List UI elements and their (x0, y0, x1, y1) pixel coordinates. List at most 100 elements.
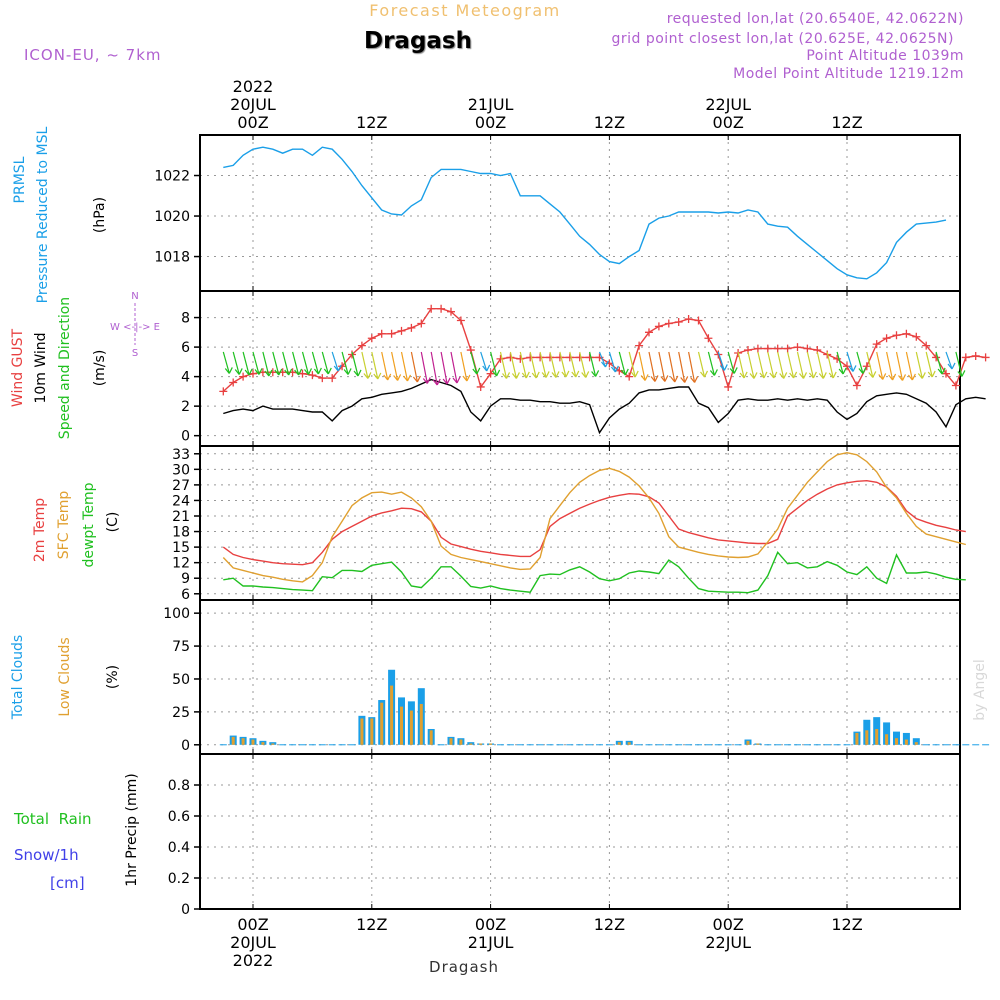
wind-arrow (836, 351, 847, 375)
wind-arrow (282, 351, 293, 376)
model-altitude: Model Point Altitude 1219.12m (733, 66, 964, 82)
gust-point (961, 353, 970, 362)
wind-arrow-shaft (688, 351, 696, 383)
wind-arrow-head (937, 367, 946, 375)
wind-arrow-shaft (371, 351, 379, 380)
credit-text: by Angel (972, 659, 988, 720)
wind-arrow-shaft (876, 351, 884, 380)
gust-point (496, 354, 505, 363)
wind-arrow-head (442, 377, 451, 385)
wind-arrow (301, 351, 313, 375)
bar-low-clouds (409, 710, 413, 745)
gust-point (852, 381, 861, 390)
bottom-axis-hour: 12Z (831, 915, 862, 934)
wind-arrow (391, 351, 402, 381)
wind-arrow (787, 351, 798, 379)
gust-point (476, 382, 485, 391)
wind-arrow-head (898, 374, 907, 381)
wind-arrow (688, 351, 699, 383)
wind-arrow (440, 351, 451, 385)
wind-arrow-head (719, 364, 728, 371)
bar-low-clouds (855, 732, 859, 745)
bottom-axis-hour: 00Z (475, 915, 506, 934)
y-tick-label: 15 (172, 540, 190, 556)
y-tick-label: 25 (172, 705, 190, 721)
bottom-axis-date: 20JUL (230, 933, 276, 952)
wind-arrow (311, 351, 322, 375)
gust-point (348, 350, 356, 359)
gust-point (724, 382, 733, 391)
gust-point (942, 369, 950, 378)
wind-arrow-head (403, 374, 412, 382)
wind-arrow-shaft (549, 351, 557, 378)
y-tick-label: 0.6 (168, 809, 190, 825)
wind-arrow-head (799, 372, 808, 379)
gust-point (338, 362, 347, 371)
top-axis-year: 2022 (233, 77, 274, 96)
gust-point (328, 374, 337, 383)
wind-arrow-head (383, 373, 392, 381)
series-line-wind-gust (222, 308, 986, 392)
gust-point (783, 344, 792, 353)
wind-arrow-shaft (935, 351, 943, 375)
gust-point (546, 353, 554, 362)
gust-point (575, 353, 584, 362)
gust-point (506, 353, 515, 362)
gust-point (714, 350, 723, 359)
series-line-2m-temp (222, 479, 966, 566)
wind-arrow-head (284, 368, 293, 376)
wind-arrow-head (729, 367, 738, 374)
wind-arrow-head (432, 378, 441, 386)
top-axis-hour: 12Z (831, 113, 862, 132)
bar-low-clouds (261, 742, 265, 745)
wind-arrow-shaft (826, 351, 834, 379)
y-tick-label: 1018 (154, 250, 190, 266)
pressure-label-prmsl: PRMSL (12, 156, 28, 203)
wind-dir-label: Speed and Direction (57, 297, 73, 439)
wind-arrow-shaft (499, 351, 508, 379)
wind-arrow-shaft (579, 351, 587, 378)
wind-arrow (351, 351, 362, 377)
wind-arrow (371, 351, 382, 380)
wind-arrow-shaft (301, 351, 310, 375)
gust-point (674, 318, 683, 326)
wind-arrow-shaft (232, 351, 240, 375)
wind-arrow (796, 351, 808, 379)
wind-arrow (331, 351, 342, 372)
wind-arrow (816, 351, 827, 379)
wind-arrow-head (462, 374, 471, 382)
wind-arrow (638, 351, 649, 381)
wind-arrow-shaft (450, 351, 458, 384)
wind-arrow-head (700, 370, 709, 378)
wind-arrow (876, 351, 887, 380)
wind-arrow-head (709, 369, 718, 376)
bar-low-clouds (231, 736, 235, 745)
y-tick-label: 4 (181, 370, 190, 386)
y-tick-label: 21 (172, 509, 190, 525)
wind-arrow-shaft (509, 351, 517, 379)
y-tick-label: 0 (181, 902, 190, 918)
wind-arrow-head (858, 367, 867, 374)
gust-point (793, 343, 802, 352)
wind-arrow-shaft (678, 351, 686, 383)
y-tick-label: 18 (172, 525, 190, 541)
wind-arrow (717, 351, 728, 371)
wind-arrow-head (828, 371, 837, 379)
wind-arrow-head (353, 369, 362, 377)
y-tick-label: 9 (181, 571, 190, 587)
gust-point (427, 304, 436, 313)
gust-point (872, 340, 881, 349)
bar-low-clouds (469, 743, 473, 745)
precip-rain-label: Total Rain (13, 810, 92, 828)
wind-arrow-shaft (777, 351, 785, 379)
wind-arrow (569, 351, 580, 378)
gust-point (387, 329, 396, 338)
wind-arrow-shaft (252, 351, 260, 375)
wind-arrow-shaft (470, 351, 478, 375)
gust-point (951, 381, 960, 390)
panels: 1018102010220246869121518212427303302550… (154, 135, 990, 918)
gust-point (694, 316, 703, 325)
wind-arrow-shaft (420, 351, 428, 384)
top-axis-date: 22JUL (705, 95, 751, 114)
gust-point (565, 353, 574, 362)
